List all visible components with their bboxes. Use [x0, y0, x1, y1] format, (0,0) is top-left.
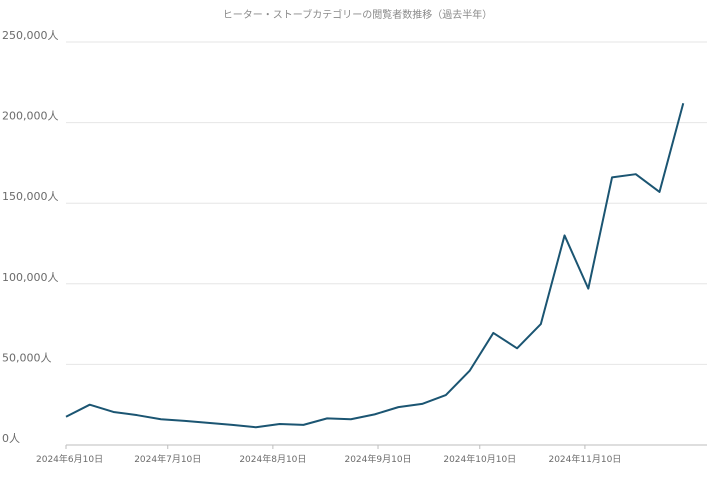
y-tick-label: 100,000人 [2, 271, 59, 284]
x-tick-label: 2024年9月10日 [344, 453, 411, 465]
y-tick-label: 150,000人 [2, 190, 59, 203]
y-tick-label: 200,000人 [2, 110, 59, 123]
x-tick-label: 2024年11月10日 [548, 453, 621, 465]
x-tick-label: 2024年7月10日 [134, 453, 201, 465]
y-tick-label: 0人 [2, 432, 20, 445]
chart-title: ヒーター・ストーブカテゴリーの閲覧者数推移（過去半年） [222, 10, 493, 21]
x-tick-label: 2024年8月10日 [239, 453, 306, 465]
series-line [65, 102, 685, 429]
x-tick-label: 2024年10月10日 [443, 453, 516, 465]
y-tick-label: 250,000人 [2, 29, 59, 42]
x-tick-label: 2024年6月10日 [36, 453, 103, 465]
y-tick-label: 50,000人 [2, 351, 52, 364]
